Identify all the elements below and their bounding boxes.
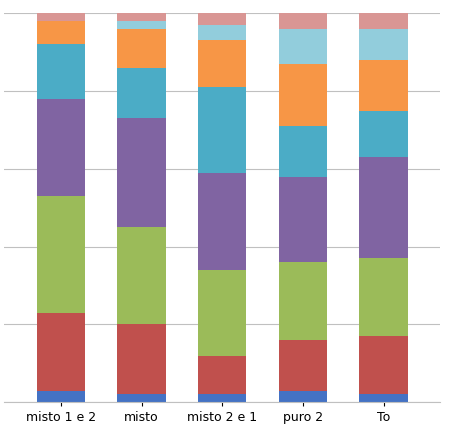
Bar <box>37 21 85 44</box>
Bar <box>117 394 166 402</box>
Bar <box>37 99 85 196</box>
Bar <box>279 177 327 262</box>
Bar <box>198 270 247 355</box>
Bar <box>359 394 408 402</box>
Bar <box>117 21 166 29</box>
Bar <box>198 173 247 270</box>
Bar <box>279 64 327 126</box>
Bar <box>279 29 327 64</box>
Bar <box>198 394 247 402</box>
Bar <box>359 13 408 29</box>
Bar <box>359 258 408 336</box>
Bar <box>359 110 408 157</box>
Bar <box>37 196 85 313</box>
Bar <box>279 13 327 29</box>
Bar <box>37 13 85 21</box>
Bar <box>198 13 247 25</box>
Bar <box>117 118 166 227</box>
Bar <box>359 157 408 258</box>
Bar <box>359 29 408 60</box>
Bar <box>117 13 166 21</box>
Bar <box>117 29 166 68</box>
Bar <box>359 336 408 394</box>
Bar <box>198 25 247 41</box>
Bar <box>198 355 247 394</box>
Bar <box>37 391 85 402</box>
Bar <box>117 68 166 118</box>
Bar <box>37 44 85 99</box>
Bar <box>279 340 327 391</box>
Bar <box>359 60 408 110</box>
Bar <box>117 227 166 324</box>
Bar <box>117 324 166 394</box>
Bar <box>198 87 247 173</box>
Bar <box>198 41 247 87</box>
Bar <box>279 391 327 402</box>
Bar <box>37 313 85 391</box>
Bar <box>279 262 327 340</box>
Bar <box>279 126 327 177</box>
